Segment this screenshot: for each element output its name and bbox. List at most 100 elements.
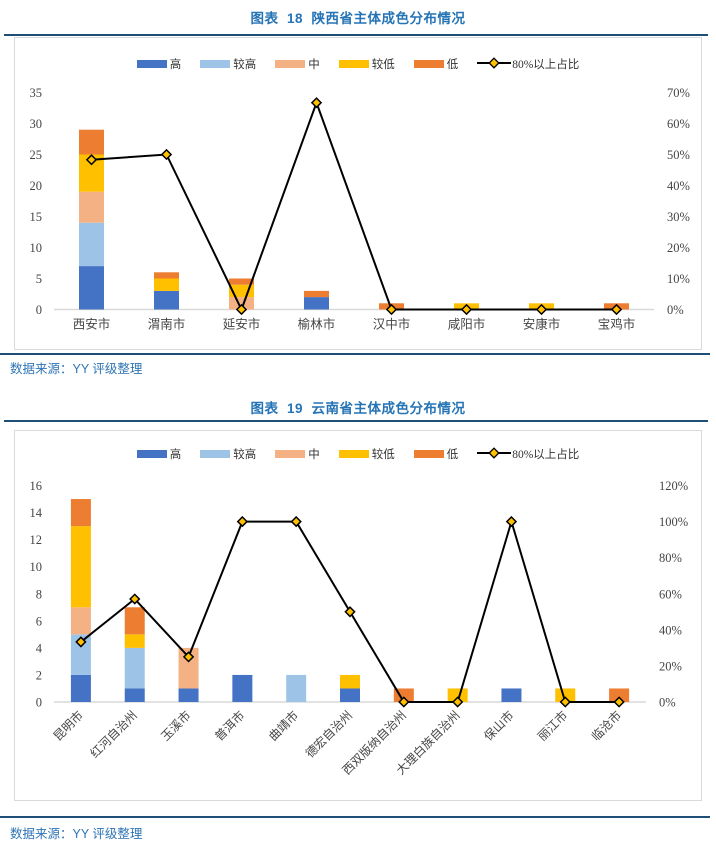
legend-swatch-icon — [338, 450, 369, 458]
legend-label: 高 — [169, 59, 182, 71]
x-axis-category-label: 红河自治州 — [87, 708, 140, 761]
bar-segment — [154, 290, 179, 310]
legend-item-2: 中 — [275, 446, 320, 462]
x-axis-category-label: 临沧市 — [588, 708, 624, 744]
figure-19-top-rule — [4, 420, 708, 422]
legend-swatch-icon — [275, 450, 306, 458]
left-axis-tick-label: 12 — [30, 533, 43, 547]
legend-item-1: 较高 — [200, 56, 256, 72]
bar-segment — [70, 607, 91, 635]
line-marker — [182, 651, 195, 663]
right-axis-tick-label: 60% — [659, 587, 682, 601]
figure-19-bottom-rule — [0, 816, 710, 818]
bar-segment — [178, 688, 199, 702]
line-marker — [505, 515, 518, 528]
bar-segment — [340, 688, 360, 702]
legend-label: 80%以上占比 — [512, 449, 580, 461]
line-marker — [451, 696, 464, 708]
bar-segment — [501, 688, 522, 702]
percentage-line — [91, 99, 617, 313]
legend-item-3: 较低 — [338, 56, 395, 72]
line-marker — [310, 97, 323, 109]
figure-18-top-rule — [4, 33, 708, 36]
line-marker — [613, 696, 625, 708]
left-axis-tick-label: 8 — [36, 587, 42, 601]
legend-label: 较低 — [371, 449, 395, 461]
legend-item-line: 80%以上占比 — [477, 446, 579, 462]
legend-swatch-icon — [200, 60, 231, 68]
x-axis-category-label: 西安市 — [73, 317, 111, 332]
bar-segment — [70, 674, 91, 702]
x-axis-category-label: 昆明市 — [50, 708, 86, 744]
figure-19-title: 图表 19 云南省主体成色分布情况 — [250, 401, 466, 416]
legend-item-1: 较高 — [200, 446, 256, 462]
legend-label: 中 — [308, 449, 320, 461]
right-axis-tick-label: 10% — [667, 272, 690, 286]
bar-segment — [304, 290, 329, 298]
legend-label: 较高 — [233, 59, 257, 71]
legend-swatch-icon — [275, 60, 306, 68]
left-axis-tick-label: 20 — [30, 179, 43, 193]
line-marker — [385, 303, 398, 316]
legend-label: 低 — [446, 59, 459, 71]
bar-segment — [124, 607, 145, 635]
bar-segment — [286, 674, 307, 702]
x-axis-category-label: 玉溪市 — [158, 708, 194, 744]
figure-18-title: 图表 18 陕西省主体成色分布情况 — [250, 11, 466, 26]
bar-segment — [70, 499, 91, 527]
line-marker — [610, 303, 623, 316]
legend-swatch-icon — [338, 60, 369, 68]
left-axis-tick-label: 14 — [30, 506, 43, 520]
line-marker — [559, 696, 571, 708]
figure-18-bottom-rule — [0, 353, 710, 355]
figure-18-chart: 0 5 10 15 20 25 30 35 0% 10% 20% 30% 40% 50% 60% 70% 西安市… — [30, 86, 690, 332]
right-axis-tick-label: 20% — [667, 241, 690, 255]
left-axis-tick-label: 16 — [30, 479, 43, 493]
legend-item-0: 高 — [136, 56, 182, 72]
left-axis-tick-label: 0 — [36, 696, 42, 710]
right-axis-tick-label: 30% — [667, 210, 690, 224]
figure-19-legend: 高 较高 中 较低 低 80%以上占比 — [15, 446, 701, 462]
x-axis-category-label: 渭南市 — [148, 317, 186, 332]
bar-segment — [232, 674, 253, 702]
bar-segment — [229, 297, 254, 310]
x-axis-category-label: 延安市 — [223, 317, 261, 332]
left-axis-tick-label: 2 — [36, 668, 42, 682]
left-axis-tick-label: 35 — [30, 86, 43, 100]
bar-segment — [124, 647, 145, 689]
line-marker — [236, 515, 249, 528]
x-axis-category-label: 安康市 — [523, 317, 561, 332]
line-marker — [235, 303, 248, 316]
bar-segment — [154, 278, 179, 291]
figure-19-chart: 0 2 4 6 8 10 12 14 16 0% 20% 40% 60% 80% 100% 120% 昆明市 红河… — [30, 479, 689, 778]
left-axis-tick-label: 10 — [30, 560, 43, 574]
x-axis-category-label: 汉中市 — [373, 317, 411, 332]
bar-segment — [178, 647, 199, 689]
bar-segment — [124, 688, 145, 702]
left-axis-tick-label: 4 — [36, 641, 43, 655]
legend-item-line: 80%以上占比 — [477, 56, 579, 72]
figure-19-chart-frame: 高 较高 中 较低 低 80%以上占比 0 2 4 6 8 10 12 14 16 0% 20% 40% 60% 8… — [14, 430, 702, 801]
x-axis-category-label: 宝鸡市 — [598, 317, 636, 332]
bar-segment — [79, 266, 104, 310]
x-axis-category-label: 德宏自治州 — [302, 708, 355, 761]
x-axis-category-label: 咸阳市 — [448, 317, 486, 332]
figure-19-source: 数据来源：YY 评级整理 — [10, 827, 143, 841]
right-axis-tick-label: 70% — [667, 86, 690, 100]
right-axis-tick-label: 120% — [659, 479, 688, 493]
line-marker — [129, 593, 141, 605]
legend-item-4: 低 — [413, 446, 458, 462]
x-axis-category-label: 普洱市 — [211, 708, 247, 744]
left-axis-tick-label: 6 — [36, 614, 42, 628]
line-marker — [290, 515, 302, 528]
right-axis-tick-label: 40% — [659, 623, 682, 637]
left-axis-tick-label: 5 — [36, 272, 42, 286]
legend-label: 较高 — [233, 449, 257, 461]
left-axis-tick-label: 15 — [30, 210, 43, 224]
bar-segment — [79, 222, 104, 267]
bar-segment — [70, 634, 91, 675]
bar-segment — [79, 191, 104, 223]
figure-18-source: 数据来源：YY 评级整理 — [10, 362, 143, 376]
legend-label: 中 — [308, 59, 320, 71]
